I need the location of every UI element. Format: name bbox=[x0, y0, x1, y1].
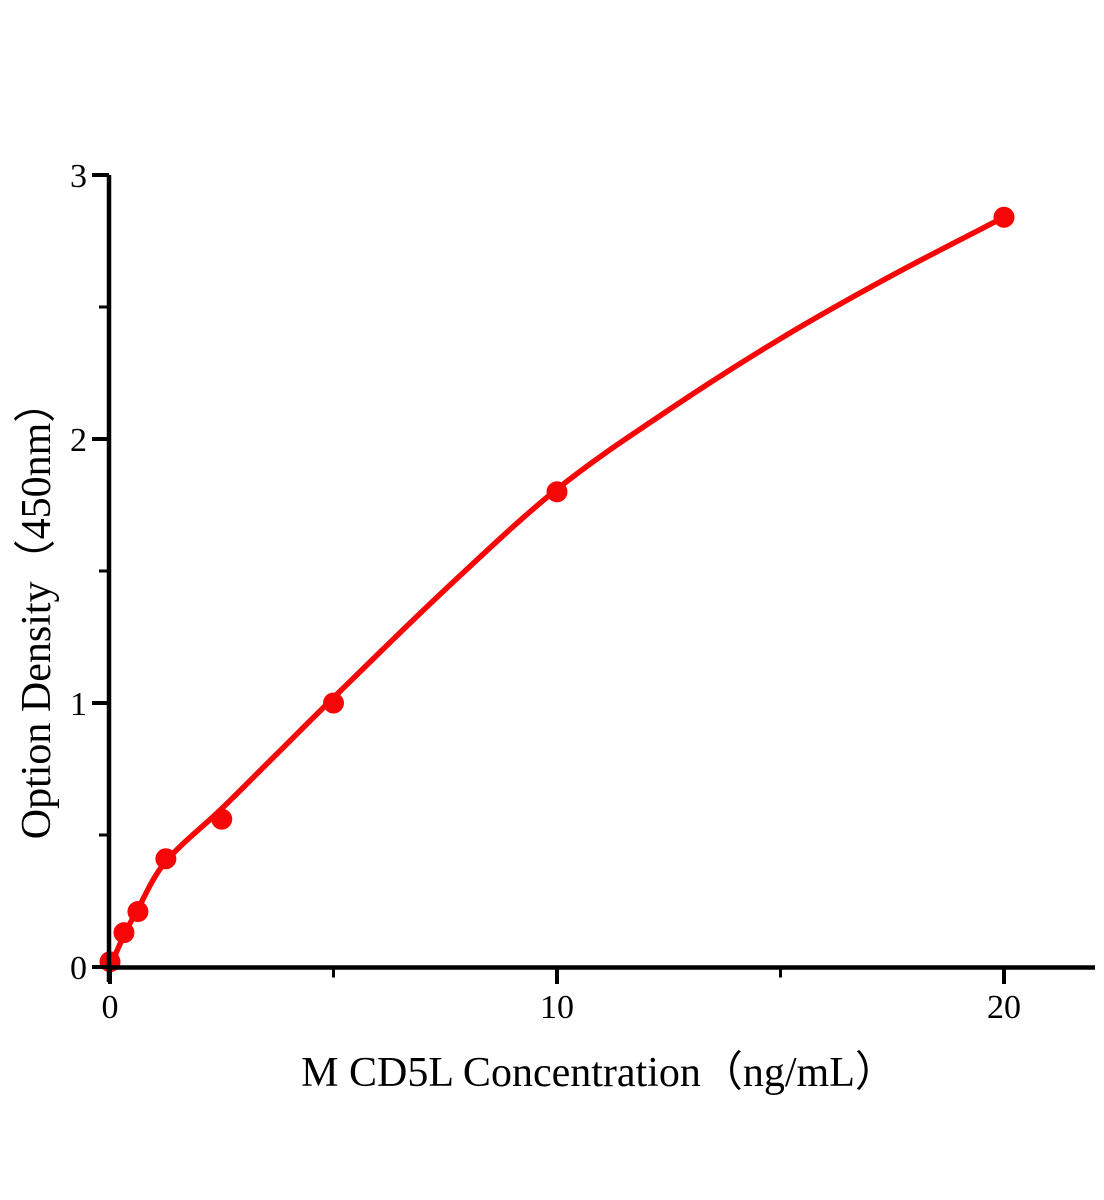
axis-layer: 0 10 20 0 1 2 3 bbox=[70, 158, 1095, 1026]
y-tick-label: 0 bbox=[70, 950, 87, 987]
x-tick-label: 0 bbox=[102, 989, 119, 1026]
series-layer bbox=[99, 206, 1015, 973]
data-point-3 bbox=[155, 848, 177, 870]
standard-curve-line bbox=[107, 214, 1007, 970]
data-point-2 bbox=[127, 901, 149, 923]
data-point-7 bbox=[993, 206, 1015, 228]
data-point-5 bbox=[323, 692, 344, 714]
x-axis-title: M CD5L Concentration（ng/mL） bbox=[301, 1050, 897, 1096]
y-axis-title: Option Density（450nm） bbox=[14, 381, 60, 840]
y-tick-label: 3 bbox=[70, 158, 87, 195]
x-tick-label: 10 bbox=[540, 989, 574, 1026]
data-point-1 bbox=[113, 922, 135, 944]
data-point-6 bbox=[546, 481, 568, 503]
x-tick-label: 20 bbox=[987, 989, 1021, 1026]
y-tick-label: 1 bbox=[70, 686, 87, 723]
y-tick-label: 2 bbox=[70, 422, 87, 459]
data-point-4 bbox=[211, 808, 233, 830]
